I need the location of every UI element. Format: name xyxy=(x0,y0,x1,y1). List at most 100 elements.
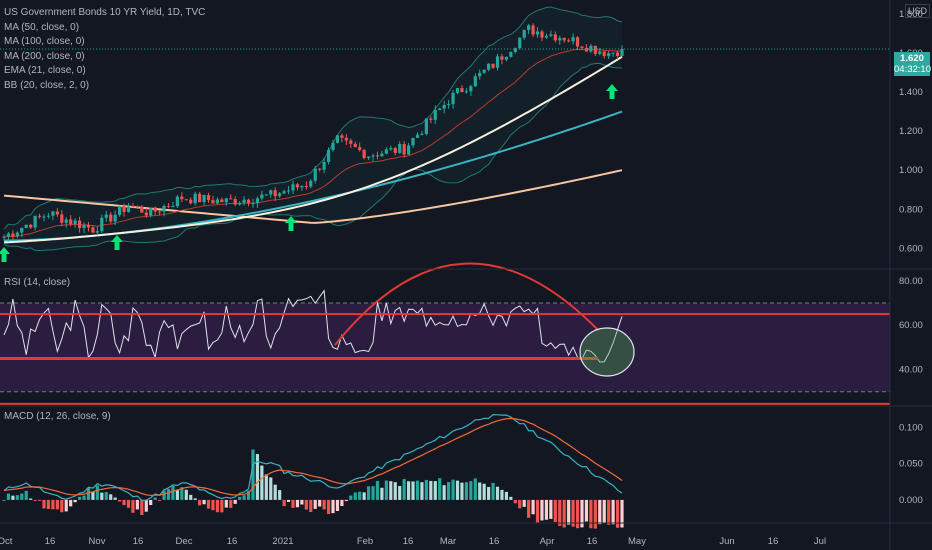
macd-histogram-bar xyxy=(113,497,117,500)
macd-histogram-bar xyxy=(473,478,477,500)
candle-body xyxy=(527,25,531,30)
macd-histogram-bar xyxy=(273,484,277,500)
legend-ema21[interactable]: EMA (21, close, 0) xyxy=(4,65,86,76)
candle-body xyxy=(2,236,6,238)
macd-legend: MACD (12, 26, close, 9) xyxy=(4,410,111,425)
candle-body xyxy=(91,227,95,233)
macd-histogram-bar xyxy=(469,481,473,500)
candle-body xyxy=(455,88,460,93)
macd-histogram-bar xyxy=(166,488,171,500)
macd-histogram-bar xyxy=(562,499,566,528)
macd-histogram-bar xyxy=(460,482,464,500)
candle-body xyxy=(255,198,260,204)
legend-ma200[interactable]: MA (200, close, 0) xyxy=(4,50,85,62)
macd-histogram-bar xyxy=(313,499,317,509)
macd-histogram-bar xyxy=(558,499,562,526)
macd-histogram-bar xyxy=(326,499,331,514)
legend-bb[interactable]: BB (20, close, 2, 0) xyxy=(4,79,90,91)
candle-body xyxy=(487,63,491,70)
macd-histogram-bar xyxy=(389,481,393,500)
time-tick: 16 xyxy=(227,536,238,547)
candle-body xyxy=(322,161,326,170)
macd-title[interactable]: MACD (12, 26, close, 9) xyxy=(4,411,111,422)
candle-body xyxy=(549,34,553,36)
last-price-badge: 1.620 04:32:10 xyxy=(894,52,931,76)
candle-body xyxy=(491,63,495,68)
candle-body xyxy=(46,215,51,217)
macd-histogram-bar xyxy=(424,479,428,500)
candle-body xyxy=(69,219,73,225)
macd-histogram-bar xyxy=(286,499,291,502)
candle-body xyxy=(278,193,282,197)
candle-body xyxy=(344,137,348,141)
candle-body xyxy=(15,232,19,237)
candle-body xyxy=(77,220,82,229)
candle-body xyxy=(193,193,197,204)
candle-body xyxy=(393,148,397,153)
candle-body xyxy=(126,206,131,212)
time-tick: 16 xyxy=(587,536,598,547)
macd-histogram-bar xyxy=(589,499,593,529)
candle-body xyxy=(86,224,91,228)
macd-histogram-bar xyxy=(135,499,139,510)
macd-histogram-bar xyxy=(46,499,51,509)
candle-body xyxy=(464,91,468,93)
macd-histogram-bar xyxy=(300,499,304,505)
candle-body xyxy=(238,202,242,205)
candle-body xyxy=(42,216,46,218)
price-tick: 0.800 xyxy=(899,204,923,215)
macd-histogram-bar xyxy=(42,499,46,509)
macd-histogram-bar xyxy=(158,499,162,501)
legend-ma100[interactable]: MA (100, close, 0) xyxy=(4,36,85,47)
macd-histogram-bar xyxy=(278,490,282,500)
macd-histogram-bar xyxy=(593,499,597,529)
macd-histogram-bar xyxy=(126,499,131,508)
candle-body xyxy=(24,224,28,228)
candle-body xyxy=(460,88,464,92)
candle-body xyxy=(447,104,451,106)
price-tick: 1.000 xyxy=(899,165,923,176)
macd-histogram-bar xyxy=(349,495,353,500)
buy-arrow-icon xyxy=(285,216,297,231)
legend-ma50[interactable]: MA (50, close, 0) xyxy=(4,21,80,33)
macd-histogram-bar xyxy=(420,482,424,500)
candle-body xyxy=(313,168,317,181)
macd-line xyxy=(3,413,623,501)
candle-body xyxy=(553,34,557,41)
candle-body xyxy=(433,110,437,120)
candle-body xyxy=(326,150,331,162)
bollinger-upper-line xyxy=(3,6,623,230)
candle-body xyxy=(113,214,117,222)
macd-histogram-bar xyxy=(353,492,357,500)
candle-body xyxy=(189,199,193,204)
candle-body xyxy=(335,135,340,143)
macd-histogram-bar xyxy=(162,490,166,500)
macd-histogram-bar xyxy=(77,496,82,500)
macd-histogram-bar xyxy=(131,499,135,513)
macd-histogram-bar xyxy=(189,494,193,500)
currency-label[interactable]: USD xyxy=(905,4,931,18)
chart-title: US Government Bonds 10 YR Yield, 1D, TVC xyxy=(4,7,206,18)
candle-body xyxy=(478,72,482,77)
macd-histogram-bar xyxy=(73,499,77,503)
macd-histogram-bar xyxy=(527,499,531,518)
main-legend: US Government Bonds 10 YR Yield, 1D, TVC… xyxy=(4,6,205,93)
buy-arrow-icon xyxy=(111,235,123,250)
macd-histogram-bar xyxy=(398,486,402,500)
time-tick: Dec xyxy=(176,536,193,547)
candle-body xyxy=(366,156,371,159)
rsi-title[interactable]: RSI (14, close) xyxy=(4,277,71,288)
candle-body xyxy=(162,205,166,212)
rsi-tick: 40.00 xyxy=(899,365,923,376)
candle-body xyxy=(389,148,393,150)
macd-histogram-bar xyxy=(171,485,175,500)
candle-body xyxy=(593,45,597,54)
candle-body xyxy=(122,205,126,212)
rsi-arc-annotation xyxy=(334,262,599,346)
candle-body xyxy=(282,191,286,194)
macd-tick: 0.000 xyxy=(899,495,923,506)
macd-histogram-bar xyxy=(620,499,624,528)
macd-histogram-bar xyxy=(95,485,99,500)
candle-body xyxy=(540,31,544,38)
candle-body xyxy=(353,143,357,148)
